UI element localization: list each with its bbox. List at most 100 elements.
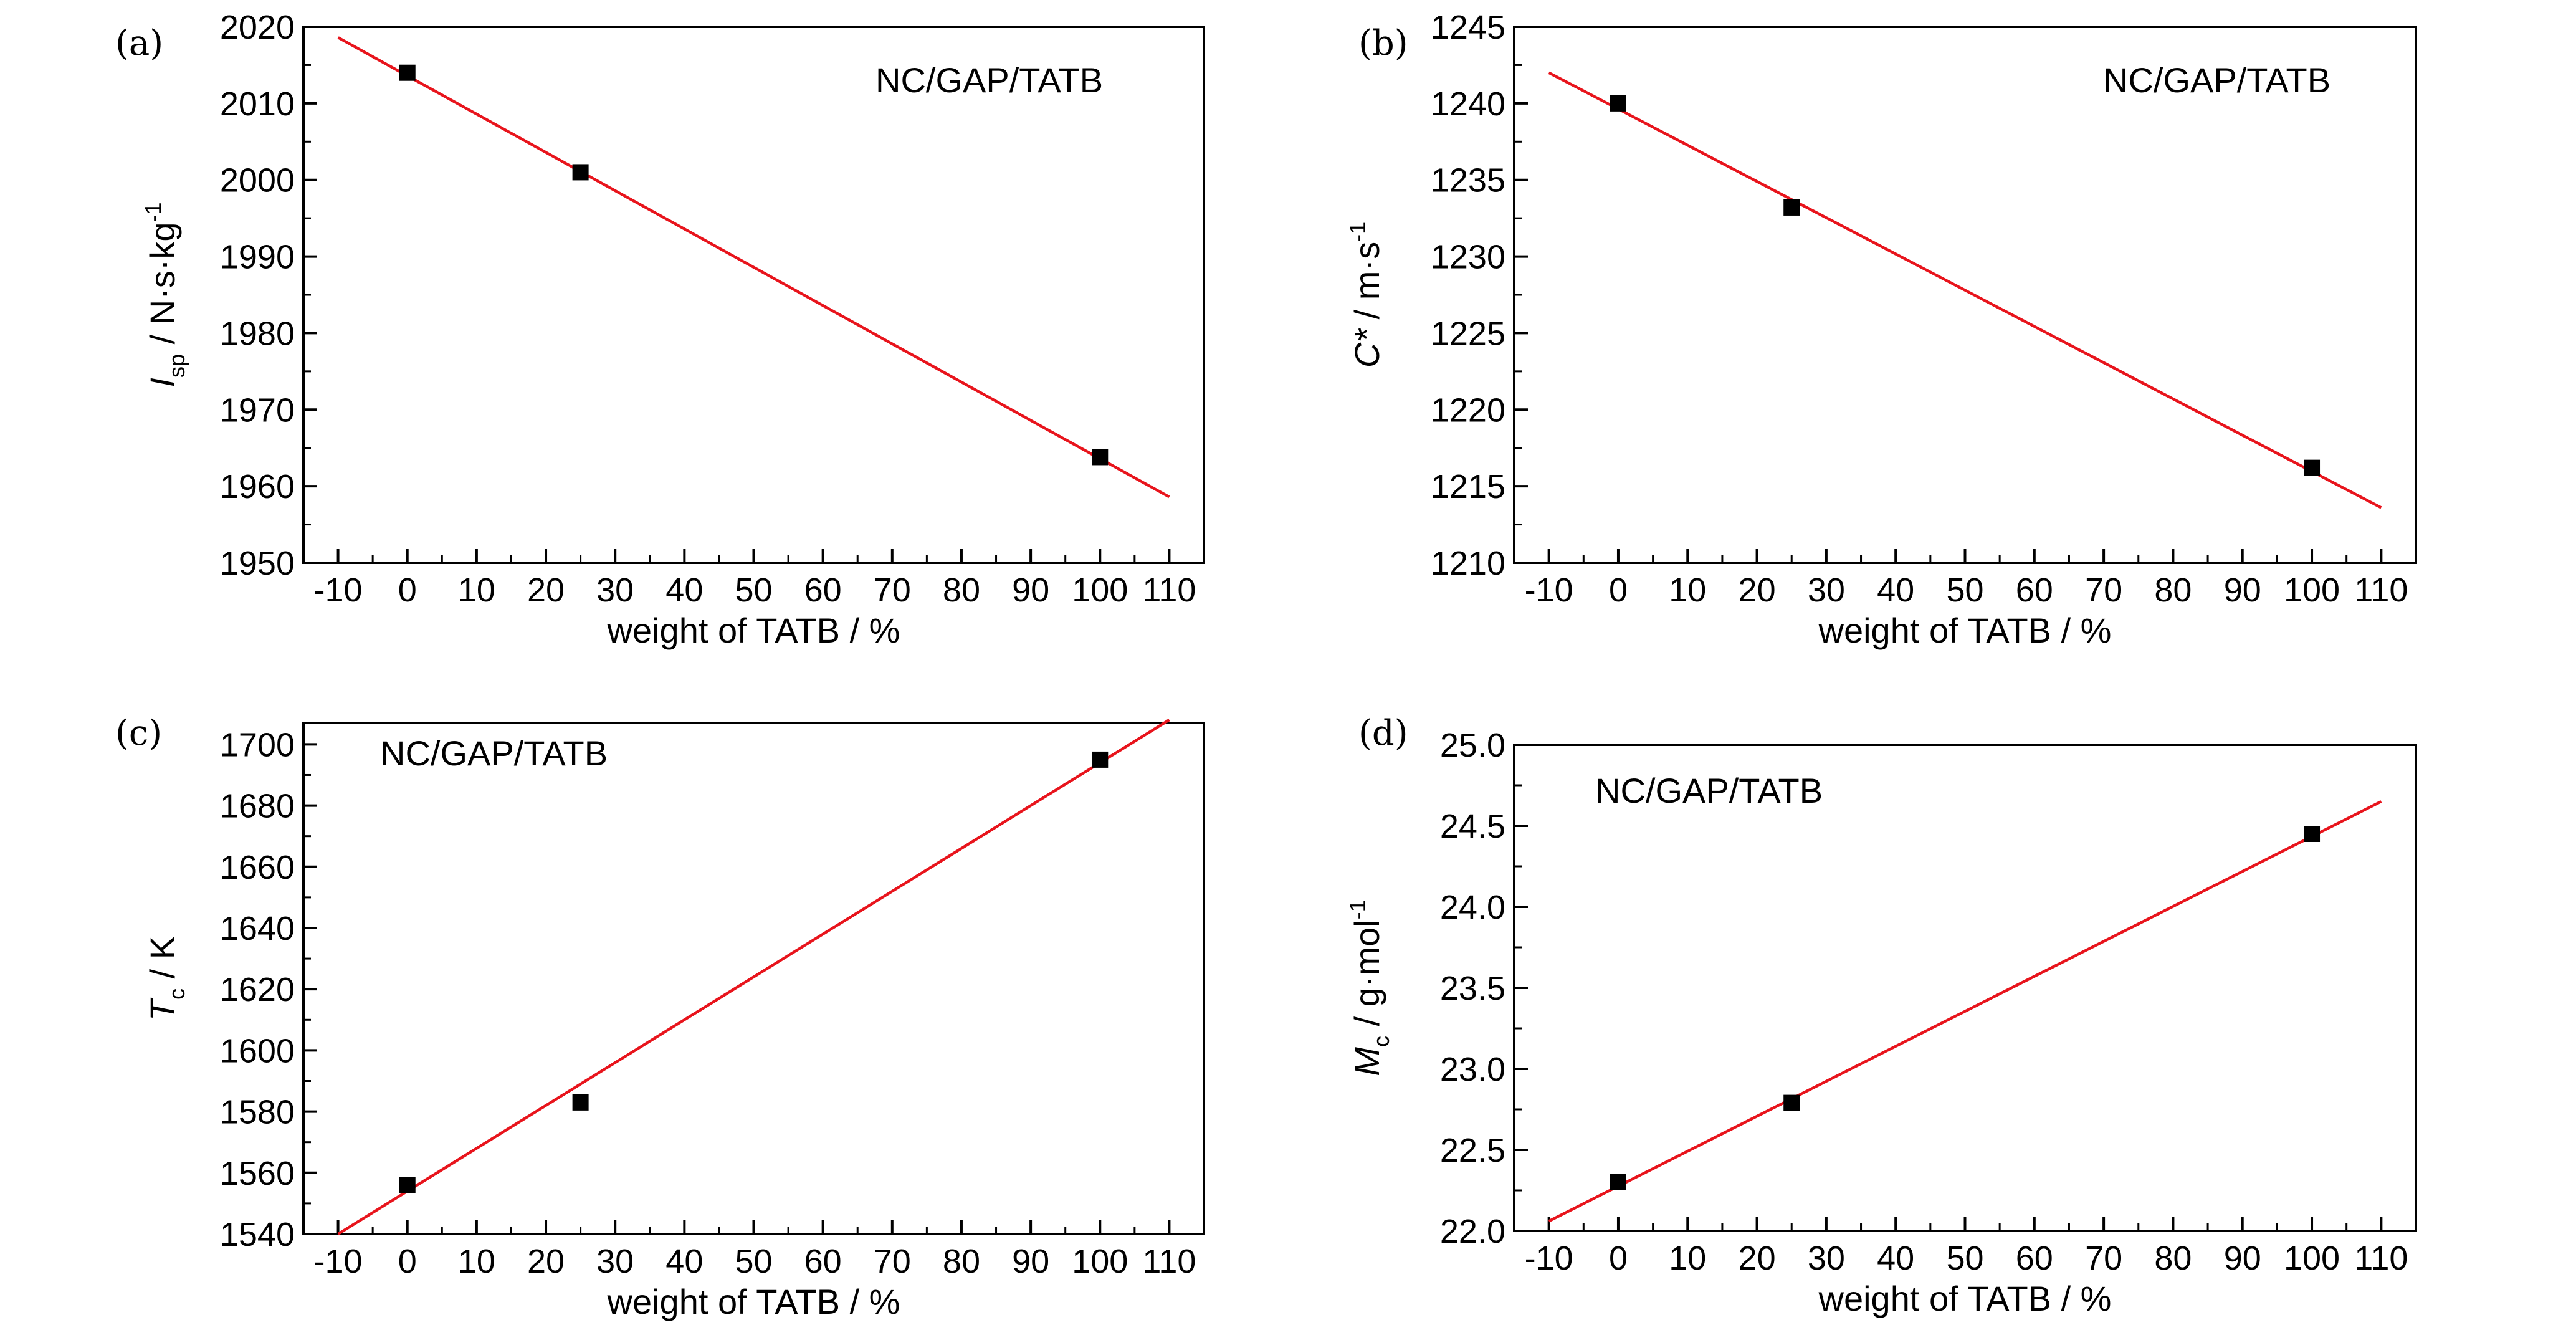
x-tick-label: 100 [2284,1240,2340,1277]
data-point [399,64,416,81]
y-tick-label: 1950 [220,545,295,582]
data-point [572,164,589,181]
x-tick-label: 70 [2085,572,2122,609]
x-tick-label: 30 [1808,572,1845,609]
y-tick-label: 25.0 [1440,727,1505,764]
x-tick-label: 110 [1142,1243,1196,1280]
y-tick-label: 1540 [220,1216,295,1253]
y-tick-label: 24.5 [1440,808,1505,845]
x-axis-label: weight of TATB / % [607,611,900,650]
chart-panel-b: -10 0 10 20 30 40 50 60 70 80 90 100 110 1210 1215 1220… [1345,9,2417,650]
panel-letter: (d) [1358,713,1408,753]
data-point [1783,199,1800,216]
y-tick-label: 2020 [220,9,295,46]
x-tick-label: -10 [1525,572,1573,609]
x-tick-label: 60 [2016,1240,2053,1277]
y-tick-label: 23.5 [1440,970,1505,1007]
plot-frame [302,26,1205,564]
x-tick-label: 60 [2016,572,2053,609]
series-annotation: NC/GAP/TATB [380,734,608,773]
x-tick-label: 100 [1072,572,1128,609]
x-tick-label: 100 [1072,1243,1128,1280]
x-tick-label: 70 [874,572,911,609]
y-axis-unit: / m·s [1347,242,1386,329]
y-tick-label: 1210 [1431,545,1505,582]
x-tick-label: 80 [943,572,980,609]
y-tick-label: 24.0 [1440,889,1505,926]
x-tick-label: 80 [2154,572,2192,609]
y-tick-label: 2010 [220,85,295,123]
x-tick-label: 60 [804,572,842,609]
y-tick-label: 1225 [1431,315,1505,352]
y-axis-label: Isp / N·s·kg-1 [140,202,189,387]
y-axis-unit: / g·mol [1347,919,1386,1036]
y-tick-label: 1240 [1431,85,1505,123]
x-tick-label: 90 [1012,572,1049,609]
data-point [1610,1174,1626,1190]
y-axis-symbol: T [143,997,182,1021]
y-tick-label: 1230 [1431,239,1505,276]
x-tick-label: 110 [1142,572,1196,609]
y-tick-label: 1560 [220,1155,295,1192]
data-point [399,1177,416,1193]
y-axis-symbol: M [1347,1047,1386,1076]
x-tick-label: 40 [665,572,703,609]
fit-line [337,36,1170,499]
x-tick-label: 30 [596,1243,634,1280]
x-tick-label: 30 [596,572,634,609]
y-tick-label: 1235 [1431,162,1505,199]
x-tick-label: 10 [1669,572,1706,609]
x-tick-label: 40 [665,1243,703,1280]
y-tick-label: 1600 [220,1032,295,1069]
series-annotation: NC/GAP/TATB [1595,771,1823,810]
x-tick-label: 30 [1808,1240,1845,1277]
panel-letter: (c) [115,713,162,753]
x-tick-label: 40 [1877,572,1914,609]
x-tick-label: 50 [1946,572,1983,609]
y-tick-label: 1980 [220,315,295,352]
y-tick-label: 1640 [220,910,295,947]
y-tick-label: 22.0 [1440,1213,1505,1250]
fit-line [1548,71,2382,509]
y-axis-subscript: sp [164,354,189,378]
x-tick-label: 0 [1609,572,1628,609]
x-tick-label: -10 [314,1243,363,1280]
data-point [1783,1094,1800,1111]
y-tick-label: 22.5 [1440,1132,1505,1169]
x-tick-label: 10 [458,1243,495,1280]
y-tick-label: 1680 [220,788,295,825]
panel-letter: (a) [115,23,163,64]
x-tick-label: 110 [2354,1240,2408,1277]
plot-frame [1513,744,2417,1232]
x-tick-label: 20 [527,1243,565,1280]
x-tick-label: 40 [1877,1240,1914,1277]
y-tick-label: 23.0 [1440,1051,1505,1088]
x-tick-label: 50 [1946,1240,1983,1277]
x-tick-label: 0 [398,572,417,609]
x-tick-label: 70 [2085,1240,2122,1277]
y-tick-label: 1245 [1431,9,1505,46]
x-tick-label: 20 [1739,1240,1776,1277]
series-annotation: NC/GAP/TATB [2103,60,2330,100]
y-tick-label: 1660 [220,849,295,886]
y-axis-label: C* / m·s-1 [1345,222,1386,368]
x-tick-label: 10 [458,572,495,609]
data-point [1092,751,1109,768]
y-axis-superscript: -1 [1345,222,1370,242]
x-tick-label: -10 [1525,1240,1573,1277]
y-axis-unit: / N·s·kg [143,222,182,354]
panel-letter: (b) [1358,23,1408,64]
data-point [1092,449,1109,466]
x-axis-label: weight of TATB / % [607,1282,900,1321]
y-tick-label: 1580 [220,1094,295,1131]
data-point [572,1094,589,1111]
x-tick-label: -10 [314,572,363,609]
y-axis-superscript: -1 [1345,899,1370,919]
y-tick-label: 1960 [220,468,295,505]
y-axis-unit: / K [143,936,182,988]
x-tick-label: 50 [735,1243,772,1280]
x-tick-label: 100 [2284,572,2340,609]
plot-frame [1513,26,2417,564]
x-tick-label: 20 [527,572,565,609]
